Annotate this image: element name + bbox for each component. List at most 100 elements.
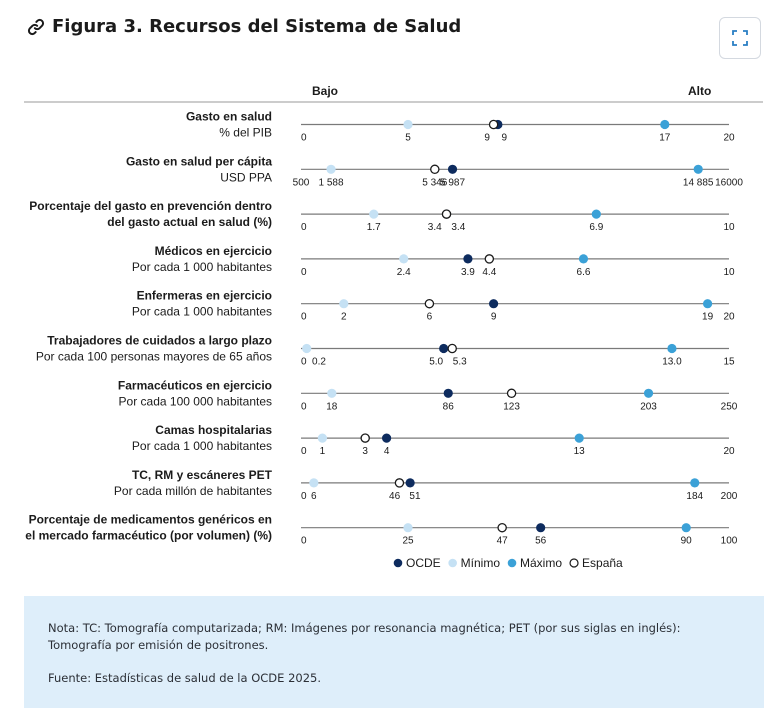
oecd-marker [536, 523, 546, 533]
axis-min-label: 0 [301, 267, 307, 278]
legend-label-min: Mínimo [461, 556, 501, 570]
spain-marker [506, 388, 517, 399]
max-marker [591, 209, 601, 219]
oecd-marker [463, 254, 473, 264]
expand-button[interactable] [719, 17, 761, 59]
min-marker [403, 523, 413, 533]
row-label-subtitle: Por cada 1 000 habitantes [132, 260, 272, 274]
max-marker [667, 343, 677, 354]
axis-min-label: 0 [301, 446, 307, 457]
scale-label-low: Bajo [312, 84, 338, 98]
oecd-value-label: 56 [535, 536, 547, 547]
spain-marker [441, 209, 452, 219]
row-label-subtitle: el mercado farmacéutico (por volumen) (%… [25, 529, 272, 543]
legend-marker-spain [569, 558, 579, 568]
figure-title-row: Figura 3. Recursos del Sistema de Salud [26, 16, 461, 37]
axis-max-label: 250 [721, 401, 738, 412]
min-value-label: 5 [405, 133, 411, 144]
spain-value-label: 47 [497, 536, 509, 547]
spain-value-label: 9 [484, 133, 490, 144]
row-label-subtitle: USD PPA [220, 170, 272, 184]
min-marker [309, 478, 319, 488]
axis-min-label: 0 [301, 312, 307, 323]
max-value-label: 14 885 [683, 177, 714, 188]
axis-min-label: 500 [293, 177, 310, 188]
legend-marker-max [507, 558, 517, 568]
min-marker [369, 209, 379, 219]
oecd-value-label: 5 987 [440, 177, 465, 188]
row-label-title: Gasto en salud [186, 110, 272, 124]
oecd-marker [405, 478, 415, 488]
legend-label-oecd: OCDE [406, 556, 441, 570]
row-label-title: Médicos en ejercicio [155, 244, 272, 258]
axis-min-label: 0 [301, 357, 307, 368]
row-label-title: Enfermeras en ejercicio [137, 289, 272, 303]
min-value-label: 0.2 [312, 357, 326, 368]
source-text: Fuente: Estadísticas de salud de la OCDE… [48, 671, 321, 685]
max-marker [681, 523, 691, 533]
oecd-value-label: 3.4 [451, 222, 465, 233]
axis-max-label: 20 [723, 312, 735, 323]
oecd-marker [489, 299, 499, 309]
spain-marker [497, 522, 507, 533]
max-marker [690, 478, 700, 488]
min-marker [317, 433, 327, 443]
note-text: Nota: TC: Tomografía computarizada; RM: … [48, 621, 681, 652]
axis-max-label: 10 [723, 267, 735, 278]
spain-marker [488, 119, 499, 130]
oecd-value-label: 51 [409, 491, 421, 502]
row-label-title: Camas hospitalarias [155, 423, 272, 437]
oecd-marker [443, 388, 453, 398]
max-value-label: 13.0 [662, 357, 682, 368]
oecd-value-label: 9 [502, 133, 508, 144]
note-box: Nota: TC: Tomografía computarizada; RM: … [24, 596, 764, 708]
row-label-subtitle: Por cada 100 000 habitantes [119, 394, 272, 408]
axis-max-label: 20 [723, 446, 735, 457]
spain-value-label: 46 [389, 491, 401, 502]
legend-label-max: Máximo [520, 556, 562, 570]
axis-min-label: 0 [301, 133, 307, 144]
max-marker [643, 388, 654, 398]
spain-value-label: 3 [362, 446, 368, 457]
max-value-label: 13 [574, 446, 586, 457]
min-marker [339, 299, 349, 309]
max-value-label: 19 [702, 312, 714, 323]
expand-icon [732, 30, 748, 46]
spain-value-label: 123 [503, 401, 520, 412]
axis-min-label: 0 [301, 401, 307, 412]
oecd-value-label: 3.9 [461, 267, 475, 278]
row-label-title: Porcentaje de medicamentos genéricos en [29, 513, 272, 527]
oecd-marker [382, 433, 392, 443]
row-label-title: Gasto en salud per cápita [126, 154, 272, 168]
legend-label-spain: España [582, 556, 623, 570]
min-marker [399, 254, 409, 264]
spain-marker [447, 343, 457, 354]
row-label-subtitle: Por cada 1 000 habitantes [132, 305, 272, 319]
max-value-label: 17 [659, 133, 671, 144]
oecd-value-label: 5.0 [429, 357, 443, 368]
max-marker [703, 299, 713, 309]
spain-marker [394, 478, 405, 488]
min-marker [327, 388, 337, 398]
max-marker [660, 119, 670, 130]
oecd-value-label: 86 [443, 401, 455, 412]
max-marker [693, 164, 703, 174]
axis-max-label: 20 [723, 133, 735, 144]
max-value-label: 184 [686, 491, 703, 502]
link-icon [27, 18, 45, 35]
axis-max-label: 200 [721, 491, 738, 502]
min-marker [326, 164, 336, 174]
min-marker [302, 343, 312, 354]
spain-value-label: 4.4 [482, 267, 496, 278]
spain-marker [484, 254, 495, 264]
spain-marker [430, 164, 440, 175]
max-value-label: 90 [681, 536, 693, 547]
min-value-label: 6 [311, 491, 317, 502]
spain-value-label: 6 [427, 312, 433, 323]
min-value-label: 2.4 [397, 267, 411, 278]
oecd-value-label: 4 [384, 446, 390, 457]
scale-label-high: Alto [688, 84, 711, 98]
spain-marker [424, 298, 435, 309]
legend-marker-oecd [393, 558, 403, 568]
row-label-subtitle: Por cada 100 personas mayores de 65 años [36, 350, 272, 364]
